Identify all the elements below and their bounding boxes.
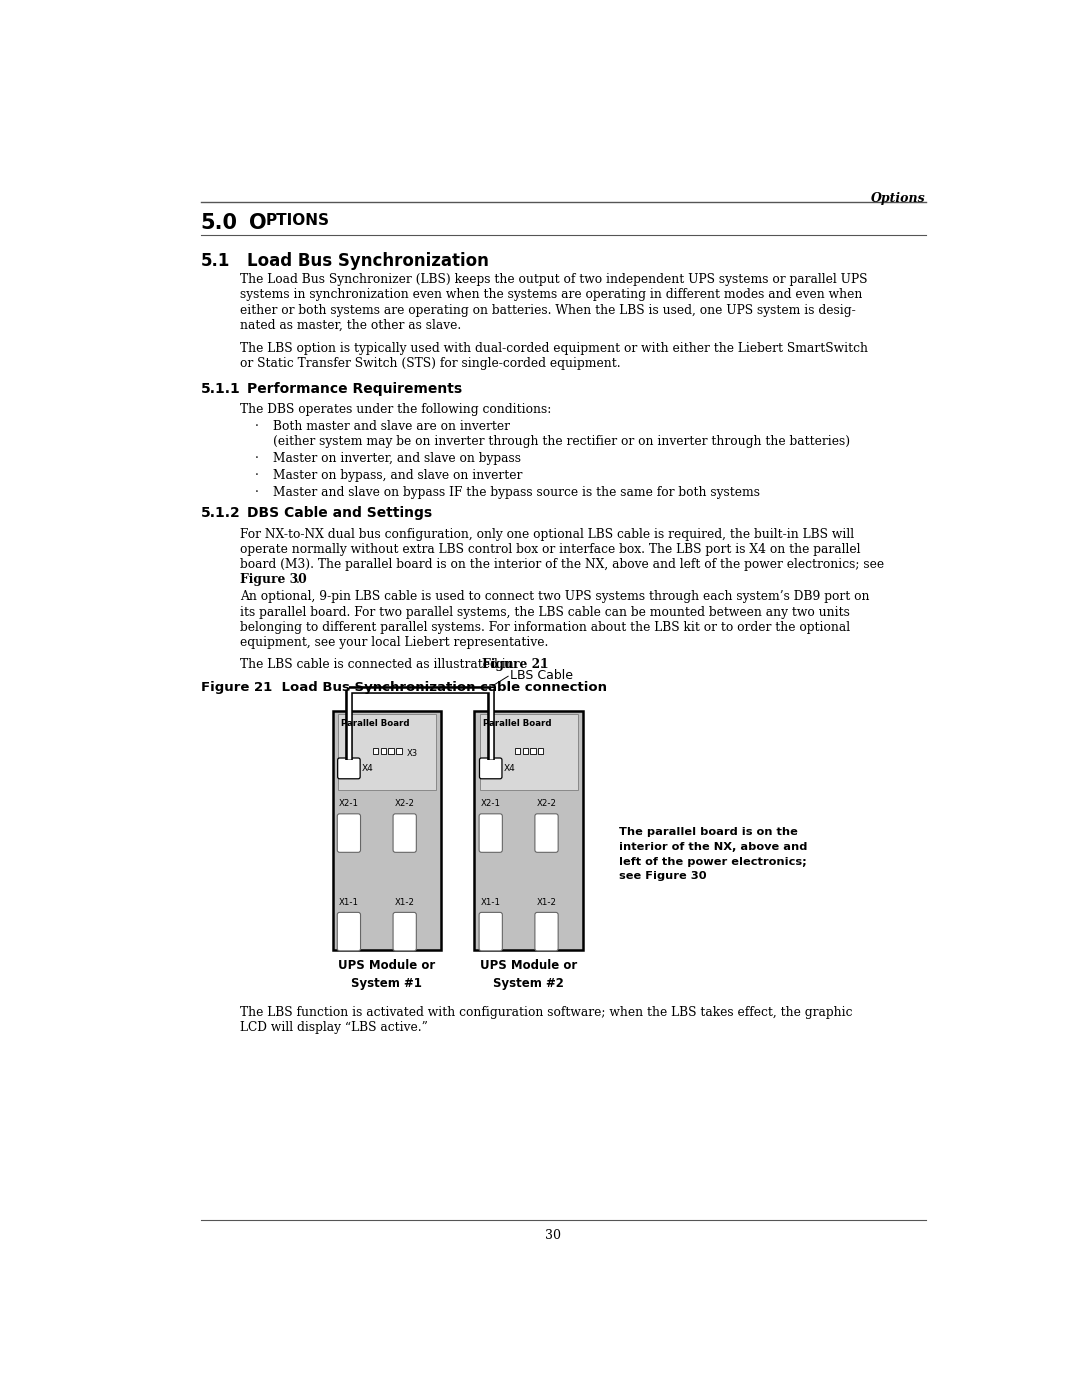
Bar <box>538 749 543 754</box>
Bar <box>515 749 521 754</box>
Text: Parallel Board: Parallel Board <box>483 719 552 728</box>
Text: .: . <box>540 658 543 671</box>
Text: ·: · <box>255 486 259 499</box>
Text: The DBS operates under the following conditions:: The DBS operates under the following con… <box>240 404 551 416</box>
Bar <box>474 711 583 950</box>
FancyBboxPatch shape <box>535 814 558 852</box>
FancyBboxPatch shape <box>535 912 558 951</box>
FancyBboxPatch shape <box>338 759 360 778</box>
Text: ·: · <box>255 469 259 482</box>
Text: X1-1: X1-1 <box>339 898 359 907</box>
FancyBboxPatch shape <box>480 814 502 852</box>
Text: The LBS cable is connected as illustrated in: The LBS cable is connected as illustrate… <box>240 658 517 671</box>
Text: either or both systems are operating on batteries. When the LBS is used, one UPS: either or both systems are operating on … <box>240 303 855 317</box>
Text: X4: X4 <box>504 764 515 773</box>
Text: LCD will display “LBS active.”: LCD will display “LBS active.” <box>240 1021 428 1034</box>
Text: X2-1: X2-1 <box>339 799 359 809</box>
FancyBboxPatch shape <box>393 912 416 951</box>
Text: X1-1: X1-1 <box>481 898 501 907</box>
Text: X1-2: X1-2 <box>394 898 415 907</box>
Bar <box>333 711 441 950</box>
Text: ·: · <box>255 453 259 465</box>
Text: 5.1.2: 5.1.2 <box>201 506 241 520</box>
Text: Figure 21: Figure 21 <box>482 658 549 671</box>
Text: Load Bus Synchronization: Load Bus Synchronization <box>247 251 489 270</box>
Text: belonging to different parallel systems. For information about the LBS kit or to: belonging to different parallel systems.… <box>240 620 850 634</box>
Text: UPS Module or
System #2: UPS Module or System #2 <box>481 960 578 990</box>
Bar <box>373 749 378 754</box>
Text: Figure 21  Load Bus Synchronization cable connection: Figure 21 Load Bus Synchronization cable… <box>201 680 607 694</box>
Text: Master and slave on bypass IF the bypass source is the same for both systems: Master and slave on bypass IF the bypass… <box>273 486 760 499</box>
Text: X2-2: X2-2 <box>394 799 415 809</box>
Text: PTIONS: PTIONS <box>266 214 329 228</box>
Text: Master on inverter, and slave on bypass: Master on inverter, and slave on bypass <box>273 453 521 465</box>
Text: The parallel board is on the
interior of the NX, above and
left of the power ele: The parallel board is on the interior of… <box>619 827 808 882</box>
Bar <box>396 749 402 754</box>
Text: systems in synchronization even when the systems are operating in different mode: systems in synchronization even when the… <box>240 288 862 302</box>
FancyBboxPatch shape <box>393 814 416 852</box>
Text: UPS Module or
System #1: UPS Module or System #1 <box>338 960 435 990</box>
Text: Performance Requirements: Performance Requirements <box>247 381 462 395</box>
Text: DBS Cable and Settings: DBS Cable and Settings <box>247 506 432 520</box>
Bar <box>338 714 435 789</box>
Text: nated as master, the other as slave.: nated as master, the other as slave. <box>240 319 461 332</box>
Text: X3: X3 <box>407 749 418 759</box>
FancyBboxPatch shape <box>337 912 361 951</box>
Text: The LBS option is typically used with dual-corded equipment or with either the L: The LBS option is typically used with du… <box>240 342 867 355</box>
Text: ·: · <box>255 420 259 433</box>
FancyBboxPatch shape <box>337 814 361 852</box>
Text: X2-1: X2-1 <box>481 799 501 809</box>
Text: 30: 30 <box>545 1229 562 1242</box>
Text: Figure 30: Figure 30 <box>240 573 307 587</box>
Bar <box>480 714 578 789</box>
Text: X1-2: X1-2 <box>537 898 556 907</box>
Text: 5.1.1: 5.1.1 <box>201 381 241 395</box>
Bar <box>380 749 387 754</box>
FancyBboxPatch shape <box>480 759 502 778</box>
Bar <box>389 749 394 754</box>
Text: The LBS function is activated with configuration software; when the LBS takes ef: The LBS function is activated with confi… <box>240 1006 852 1018</box>
Text: X2-2: X2-2 <box>537 799 556 809</box>
Text: Options: Options <box>870 193 926 205</box>
Text: X4: X4 <box>362 764 374 773</box>
Text: The Load Bus Synchronizer (LBS) keeps the output of two independent UPS systems : The Load Bus Synchronizer (LBS) keeps th… <box>240 274 867 286</box>
Text: Both master and slave are on inverter: Both master and slave are on inverter <box>273 420 510 433</box>
Text: its parallel board. For two parallel systems, the LBS cable can be mounted betwe: its parallel board. For two parallel sys… <box>240 606 850 619</box>
Text: (either system may be on inverter through the rectifier or on inverter through t: (either system may be on inverter throug… <box>273 436 850 448</box>
Bar <box>530 749 536 754</box>
Text: Master on bypass, and slave on inverter: Master on bypass, and slave on inverter <box>273 469 523 482</box>
Text: equipment, see your local Liebert representative.: equipment, see your local Liebert repres… <box>240 636 548 650</box>
Text: operate normally without extra LBS control box or interface box. The LBS port is: operate normally without extra LBS contr… <box>240 543 860 556</box>
Bar <box>523 749 528 754</box>
Text: board (M3). The parallel board is on the interior of the NX, above and left of t: board (M3). The parallel board is on the… <box>240 559 883 571</box>
Text: .: . <box>296 573 300 587</box>
Text: Parallel Board: Parallel Board <box>341 719 409 728</box>
Text: An optional, 9-pin LBS cable is used to connect two UPS systems through each sys: An optional, 9-pin LBS cable is used to … <box>240 591 869 604</box>
Text: or Static Transfer Switch (STS) for single-corded equipment.: or Static Transfer Switch (STS) for sing… <box>240 358 620 370</box>
Text: 5.1: 5.1 <box>201 251 230 270</box>
Text: O: O <box>248 214 267 233</box>
FancyBboxPatch shape <box>480 912 502 951</box>
Text: 5.0: 5.0 <box>201 214 238 233</box>
Text: LBS Cable: LBS Cable <box>510 669 573 683</box>
Text: For NX-to-NX dual bus configuration, only one optional LBS cable is required, th: For NX-to-NX dual bus configuration, onl… <box>240 528 854 541</box>
